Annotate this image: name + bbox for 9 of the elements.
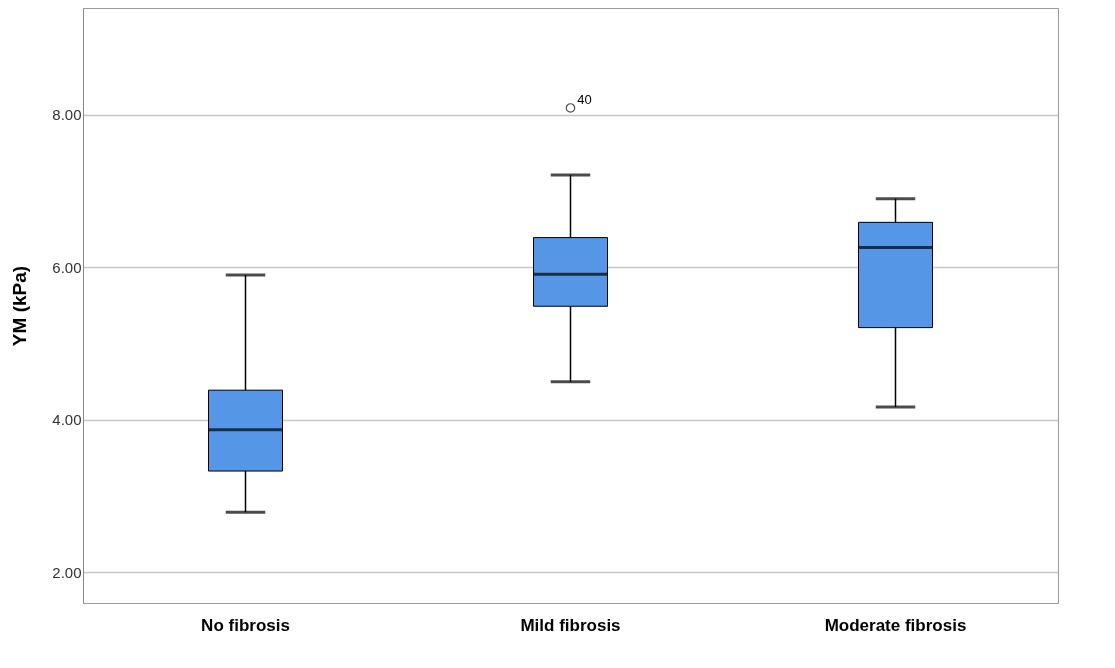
x-tick-label: No fibrosis bbox=[201, 615, 290, 635]
y-tick-label: 4.00 bbox=[52, 411, 82, 429]
y-tick-label: 8.00 bbox=[52, 106, 82, 124]
x-tick-label: Mild fibrosis bbox=[520, 615, 621, 635]
y-axis-title: YM (kPa) bbox=[9, 265, 31, 347]
annotation: 40 bbox=[577, 91, 592, 107]
y-tick-label: 2.00 bbox=[52, 563, 82, 581]
x-tick-label: Moderate fibrosis bbox=[824, 615, 967, 635]
y-tick-label: 6.00 bbox=[52, 258, 82, 276]
